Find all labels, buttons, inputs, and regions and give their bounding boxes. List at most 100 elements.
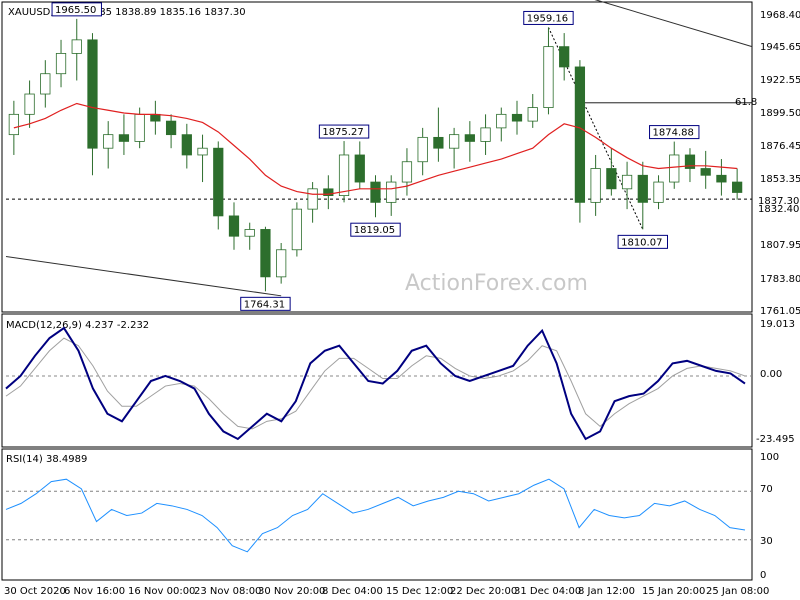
candle <box>213 141 224 230</box>
candle-body <box>276 249 287 278</box>
candle <box>653 175 664 210</box>
price-layer: 1965.50 1959.16 1875.27 1874.88 1819.05 1810.… <box>5 0 753 311</box>
candle-body <box>103 134 114 149</box>
candle <box>732 168 743 200</box>
candle <box>24 80 35 128</box>
rsi-y-tick: 30 <box>760 536 773 547</box>
candle <box>448 127 460 169</box>
candle <box>621 161 633 210</box>
annotation-box <box>617 234 668 249</box>
candle-body <box>55 52 67 75</box>
price-y-tick: 1945.65 <box>760 42 800 53</box>
candle <box>637 161 648 230</box>
candle <box>464 121 475 162</box>
candle-body <box>496 113 507 129</box>
candle <box>417 127 428 176</box>
price-annotation: 1764.31 <box>240 296 291 311</box>
candle <box>71 18 82 81</box>
price-y-tick: 1899.50 <box>760 108 800 119</box>
macd-y-tick: -23.495 <box>756 434 795 445</box>
lower-trend-line <box>5 256 282 297</box>
candle <box>276 242 287 284</box>
candle <box>480 114 491 155</box>
macd-signal-line <box>5 337 746 430</box>
candle-body <box>134 113 145 142</box>
price-y-tick: 1922.55 <box>760 75 800 86</box>
candle <box>197 134 208 183</box>
candle <box>260 226 271 292</box>
candle-body <box>40 73 51 95</box>
candle-body <box>291 208 302 251</box>
annotation-box <box>649 125 700 140</box>
price-y-tick: 1761.05 <box>760 306 800 317</box>
candle <box>511 100 523 135</box>
candle-body <box>181 134 192 156</box>
candle-body <box>700 168 711 176</box>
candle-body <box>511 113 523 122</box>
price-y-tick: 1853.35 <box>760 174 800 185</box>
macd-y-tick: 19.013 <box>760 319 795 330</box>
rsi-header: RSI(14) 38.4989 <box>6 454 87 465</box>
upper-trend-line <box>594 0 753 48</box>
rsi-panel <box>1 448 753 581</box>
x-tick: 8 Jan 12:00 <box>578 586 635 597</box>
rsi-y-tick: 0 <box>760 570 766 581</box>
candle-body <box>606 168 617 190</box>
annotation-label: 1959.16 <box>527 13 568 24</box>
candle-body <box>24 93 35 115</box>
candle <box>527 94 538 128</box>
x-tick: 31 Dec 04:00 <box>514 586 581 597</box>
candle <box>574 60 586 223</box>
x-tick: 15 Dec 12:00 <box>386 586 453 597</box>
x-tick: 23 Nov 08:00 <box>194 586 261 597</box>
candle <box>386 175 397 216</box>
candle-body <box>559 46 570 68</box>
candle-body <box>448 134 460 149</box>
candle <box>40 60 51 108</box>
candle-body <box>543 46 554 108</box>
price-y-tick: 1968.40 <box>760 10 800 21</box>
candle-body <box>684 154 696 169</box>
candle <box>684 148 696 183</box>
candle-body <box>653 181 664 203</box>
annotation-label: 1819.05 <box>354 225 395 236</box>
annotation-label: 1874.88 <box>653 128 694 139</box>
candle <box>291 202 302 257</box>
macd-header: MACD(12,26,9) 4.237 -2.232 <box>6 320 149 331</box>
candle-body <box>621 174 633 190</box>
candle <box>307 182 318 223</box>
price-annotation: 1874.88 <box>649 125 700 140</box>
candle-body <box>244 229 255 237</box>
candle <box>181 123 192 169</box>
price-annotation: 1875.27 <box>318 124 370 139</box>
candle-body <box>197 147 208 156</box>
candle <box>354 141 365 189</box>
candle <box>118 114 130 155</box>
annotation-label: 1965.50 <box>55 5 96 16</box>
annotation-box <box>51 2 102 17</box>
price-tag-line: 1832.40 <box>758 204 799 215</box>
rsi-line <box>5 478 746 553</box>
candle-body <box>118 134 130 142</box>
candle <box>716 159 727 196</box>
annotation-label: 1764.31 <box>244 299 285 310</box>
annotation-box <box>240 296 291 311</box>
candle-body <box>637 174 648 203</box>
price-annotation: 1959.16 <box>523 10 574 25</box>
candle <box>559 33 570 81</box>
macd-panel <box>1 313 753 448</box>
candle-body <box>71 39 82 54</box>
candle-body <box>370 181 381 203</box>
watermark: ActionForex.com <box>405 271 588 296</box>
candle <box>590 154 601 216</box>
candle-body <box>669 154 680 183</box>
rsi-y-tick: 100 <box>760 452 779 463</box>
macd-layer <box>5 326 752 441</box>
annotation-box <box>318 124 370 139</box>
candle-body <box>464 134 475 142</box>
price-annotation: 1965.50 <box>51 2 102 17</box>
macd-line <box>5 326 746 441</box>
candle <box>228 202 240 250</box>
